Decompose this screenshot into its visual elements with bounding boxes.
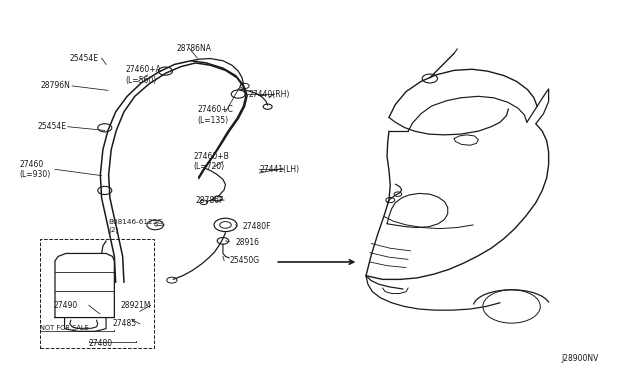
Text: 27480F: 27480F	[242, 221, 271, 231]
Text: 25454E: 25454E	[70, 54, 99, 62]
Text: 27460
(L=930): 27460 (L=930)	[20, 160, 51, 179]
Text: 28796N: 28796N	[40, 81, 70, 90]
Text: 28786NA: 28786NA	[177, 44, 212, 52]
Text: 27490: 27490	[53, 301, 77, 310]
Text: B08146-6125G
(2): B08146-6125G (2)	[108, 219, 163, 233]
Text: 27485: 27485	[113, 320, 136, 328]
Text: J28900NV: J28900NV	[561, 354, 599, 363]
Text: B: B	[153, 222, 157, 227]
Text: 27460+A
(L=560): 27460+A (L=560)	[125, 65, 161, 84]
Text: 27440(RH): 27440(RH)	[248, 90, 290, 99]
Bar	[40, 239, 154, 348]
Text: 25450G: 25450G	[229, 256, 259, 265]
Text: 25454E: 25454E	[38, 122, 67, 131]
Text: 27460+B
(L=720): 27460+B (L=720)	[193, 152, 229, 171]
Text: 28916: 28916	[235, 238, 259, 247]
Text: 28786F: 28786F	[195, 196, 224, 205]
Text: 27460+C
(L=135): 27460+C (L=135)	[197, 105, 233, 125]
Text: NOT FOR SALE: NOT FOR SALE	[40, 325, 89, 331]
Text: 28921M: 28921M	[121, 301, 151, 310]
Text: 27441(LH): 27441(LH)	[259, 165, 300, 174]
Text: 27480: 27480	[89, 339, 113, 348]
